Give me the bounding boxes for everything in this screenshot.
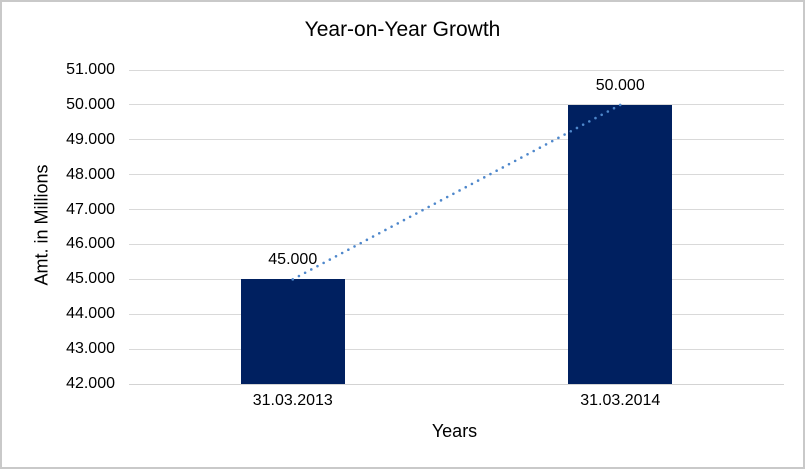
data-label: 50.000 [595, 76, 645, 94]
gridline [129, 69, 784, 71]
gridline [129, 278, 784, 280]
gridline [129, 104, 784, 106]
chart-title: Year-on-Year Growth [304, 18, 501, 41]
y-tick-label: 48.000 [66, 165, 115, 183]
gridline [129, 348, 784, 350]
gridline [129, 383, 784, 385]
gridline [129, 174, 784, 176]
bar [240, 279, 345, 384]
bar [568, 104, 673, 384]
x-tick-label: 31.03.2014 [580, 392, 661, 409]
y-tick-label: 45.000 [66, 270, 115, 288]
gridline [129, 313, 784, 315]
y-tick-label: 47.000 [66, 200, 115, 218]
y-tick-label: 46.000 [66, 235, 115, 253]
data-label: 45.000 [268, 251, 318, 269]
y-tick-label: 49.000 [66, 130, 115, 148]
y-tick-label: 51.000 [66, 61, 115, 78]
gridline [129, 243, 784, 245]
y-tick-label: 50.000 [66, 95, 115, 113]
gridline [129, 209, 784, 211]
y-tick-label: 42.000 [66, 375, 115, 392]
gridline [129, 139, 784, 141]
x-tick-label: 31.03.2013 [252, 392, 333, 409]
y-tick-label: 44.000 [66, 305, 115, 323]
y-tick-label: 43.000 [66, 340, 115, 358]
x-axis-title: Years [431, 421, 478, 441]
